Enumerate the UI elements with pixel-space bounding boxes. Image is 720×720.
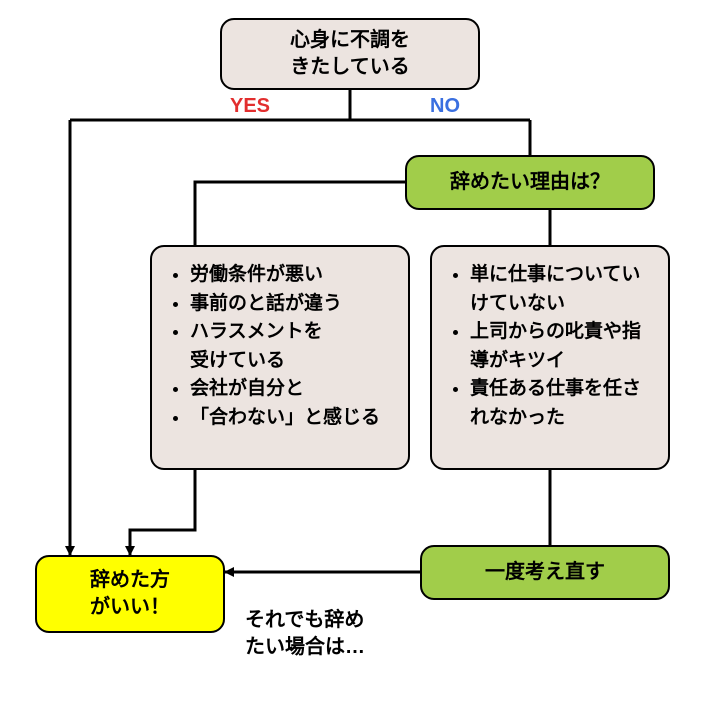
node-reasons-left: 労働条件が悪い 事前のと話が違う ハラスメントを 受けている 会社が自分と 「合…: [150, 245, 410, 470]
label-text: NO: [430, 95, 460, 117]
edge-q2-to-left: [195, 182, 405, 245]
list-item: 「合わない」と感じる: [190, 404, 394, 433]
node-initial-question: 心身に不調を きたしている: [220, 18, 480, 90]
node-reasons-right: 単に仕事についていけていない 上司からの叱責や指導がキツイ 責任ある仕事を任され…: [430, 245, 670, 470]
label-no: NO: [430, 95, 460, 118]
list-item: 上司からの叱責や指導がキツイ: [470, 318, 654, 375]
node-rethink: 一度考え直す: [420, 545, 670, 600]
list-item: 責任ある仕事を任されなかった: [470, 375, 654, 432]
node-text: 一度考え直す: [485, 559, 605, 586]
list-item: 単に仕事についていけていない: [470, 261, 654, 318]
list-item: 会社が自分と: [190, 375, 394, 404]
list-item: ハラスメントを 受けている: [190, 318, 394, 375]
list-item: 労働条件が悪い: [190, 261, 394, 290]
node-reason-question: 辞めたい理由は？: [405, 155, 655, 210]
list-item: 事前のと話が違う: [190, 290, 394, 319]
label-yes: YES: [230, 95, 270, 118]
label-text: YES: [230, 95, 270, 117]
flowchart-stage: 心身に不調を きたしている 辞めたい理由は？ 労働条件が悪い 事前のと話が違う …: [0, 0, 720, 720]
caption-text: それでも辞め たい場合は…: [245, 580, 365, 661]
edge-left-to-quit: [130, 470, 195, 555]
node-text: 辞めたい理由は？: [450, 169, 610, 196]
node-quit: 辞めた方 がいい！: [35, 555, 225, 633]
node-text: 辞めた方 がいい！: [90, 567, 170, 621]
caption-content: それでも辞め たい場合は…: [245, 609, 365, 658]
node-text: 心身に不調を きたしている: [290, 27, 410, 81]
